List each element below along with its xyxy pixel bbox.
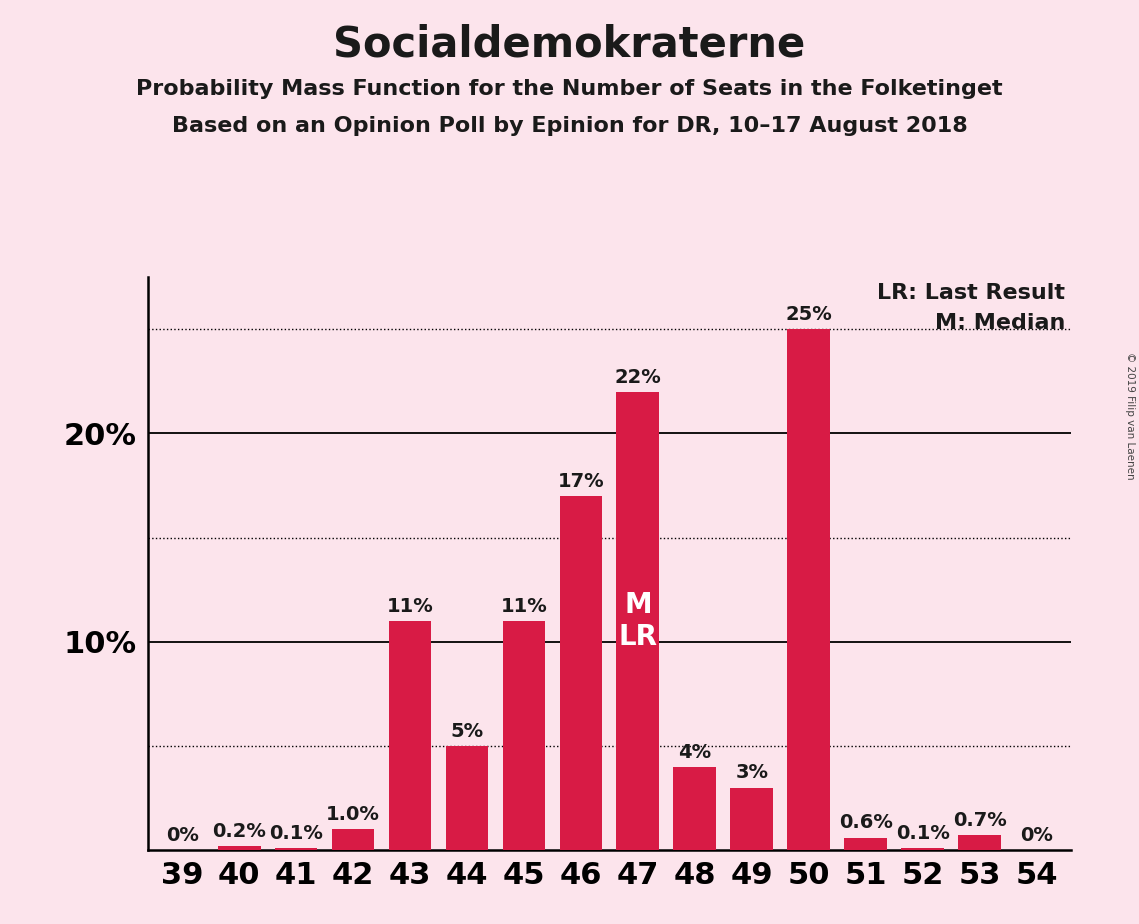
Bar bbox=[388, 621, 432, 850]
Text: 4%: 4% bbox=[678, 743, 712, 761]
Text: 0.7%: 0.7% bbox=[952, 811, 1007, 831]
Text: 17%: 17% bbox=[558, 472, 604, 491]
Bar bbox=[730, 787, 773, 850]
Bar bbox=[502, 621, 546, 850]
Text: M
LR: M LR bbox=[618, 590, 657, 651]
Text: M: Median: M: Median bbox=[935, 312, 1065, 333]
Bar bbox=[274, 848, 318, 850]
Bar bbox=[958, 835, 1001, 850]
Text: 0%: 0% bbox=[1021, 826, 1052, 845]
Bar bbox=[901, 848, 944, 850]
Text: Probability Mass Function for the Number of Seats in the Folketinget: Probability Mass Function for the Number… bbox=[137, 79, 1002, 99]
Bar bbox=[331, 829, 375, 850]
Text: 0.6%: 0.6% bbox=[838, 813, 893, 833]
Text: 0%: 0% bbox=[166, 826, 198, 845]
Bar bbox=[616, 392, 659, 850]
Text: 3%: 3% bbox=[736, 763, 768, 783]
Text: 5%: 5% bbox=[450, 722, 484, 741]
Text: 1.0%: 1.0% bbox=[326, 805, 380, 824]
Text: 22%: 22% bbox=[614, 368, 662, 386]
Text: LR: Last Result: LR: Last Result bbox=[877, 284, 1065, 303]
Text: 0.1%: 0.1% bbox=[269, 824, 323, 843]
Text: © 2019 Filip van Laenen: © 2019 Filip van Laenen bbox=[1125, 352, 1134, 480]
Text: 11%: 11% bbox=[386, 597, 434, 615]
Text: 0.2%: 0.2% bbox=[212, 821, 267, 841]
Text: 25%: 25% bbox=[785, 305, 833, 324]
Bar bbox=[445, 746, 489, 850]
Text: 11%: 11% bbox=[500, 597, 548, 615]
Bar bbox=[673, 767, 716, 850]
Bar bbox=[218, 845, 261, 850]
Text: Socialdemokraterne: Socialdemokraterne bbox=[334, 23, 805, 65]
Bar bbox=[787, 329, 830, 850]
Bar bbox=[559, 496, 603, 850]
Text: 0.1%: 0.1% bbox=[895, 824, 950, 843]
Text: Based on an Opinion Poll by Epinion for DR, 10–17 August 2018: Based on an Opinion Poll by Epinion for … bbox=[172, 116, 967, 136]
Bar bbox=[844, 837, 887, 850]
